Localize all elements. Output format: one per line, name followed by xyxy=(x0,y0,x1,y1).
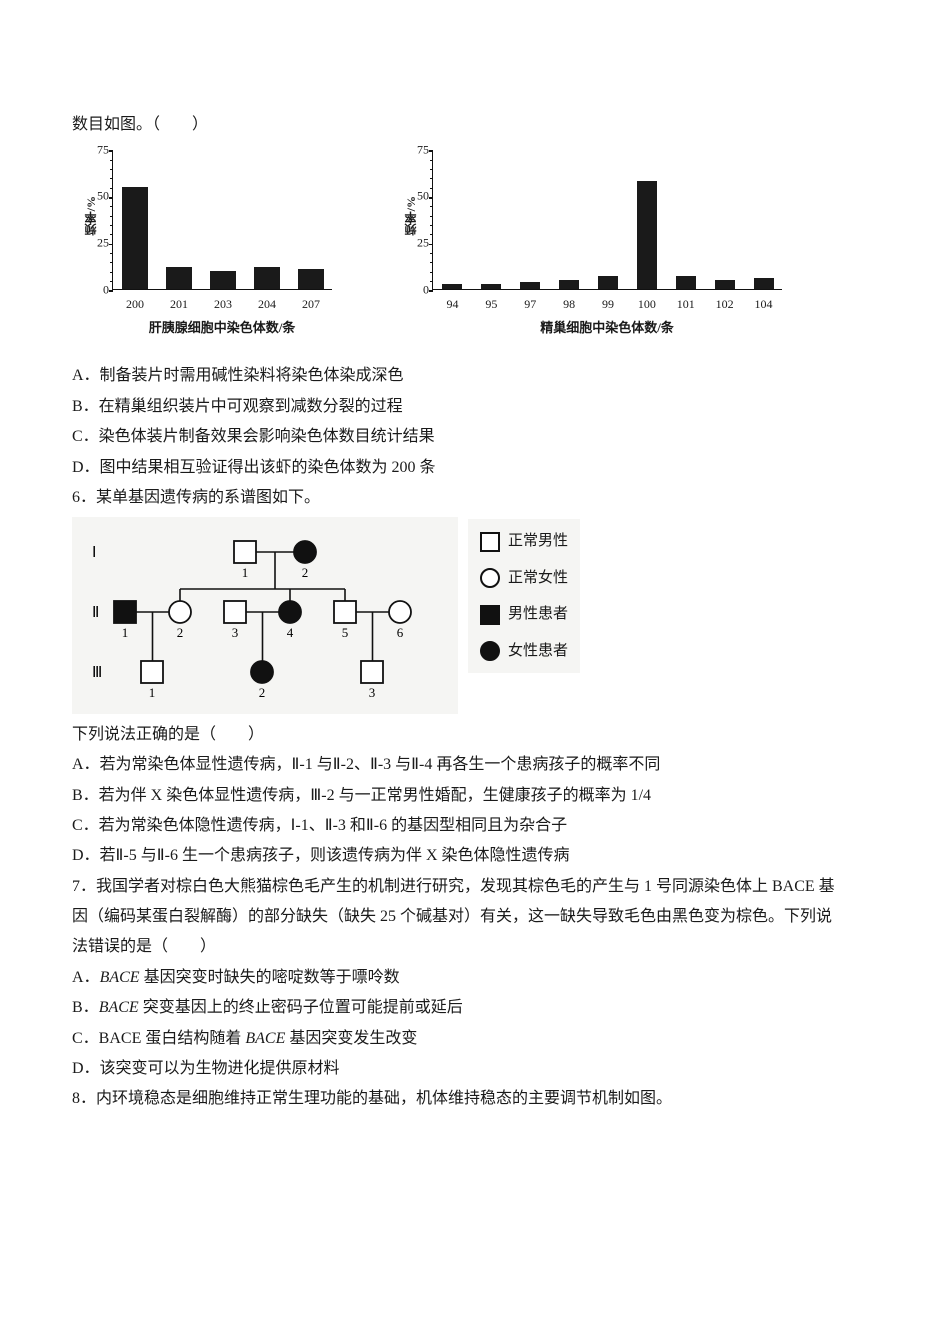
q7-option-d: D．该突变可以为生物进化提供原材料 xyxy=(72,1054,878,1084)
legend-affected-male: 男性患者 xyxy=(480,600,568,629)
svg-text:1: 1 xyxy=(149,685,156,698)
svg-text:2: 2 xyxy=(302,565,309,580)
opt-prefix: B． xyxy=(72,999,99,1016)
gene-name: BACE xyxy=(100,969,140,986)
chart-testis: 02550759495979899100101102104频率/%精巢细胞中染色… xyxy=(392,146,792,351)
q7-stem-2: 因（编码某蛋白裂解酶）的部分缺失（缺失 25 个碱基对）有关，这一缺失导致毛色由… xyxy=(72,902,878,932)
svg-text:3: 3 xyxy=(232,625,239,640)
q6-option-d: D．若Ⅱ-5 与Ⅱ-6 生一个患病孩子，则该遗传病为伴 X 染色体隐性遗传病 xyxy=(72,841,878,871)
opt-prefix: A． xyxy=(72,969,100,986)
q7-stem-1: 7．我国学者对棕白色大熊猫棕色毛产生的机制进行研究，发现其棕色毛的产生与 1 号… xyxy=(72,872,878,902)
svg-text:1: 1 xyxy=(122,625,129,640)
circle-filled-icon xyxy=(480,641,500,661)
legend-label: 正常女性 xyxy=(508,564,568,593)
legend-normal-male: 正常男性 xyxy=(480,527,568,556)
svg-text:2: 2 xyxy=(177,625,184,640)
opt-prefix: C．BACE 蛋白结构随着 xyxy=(72,1030,245,1047)
opt-suffix: 突变基因上的终止密码子位置可能提前或延后 xyxy=(139,999,463,1016)
q7-option-b: B．BACE 突变基因上的终止密码子位置可能提前或延后 xyxy=(72,993,878,1023)
pedigree-legend: 正常男性 正常女性 男性患者 女性患者 xyxy=(468,519,580,673)
svg-text:Ⅱ: Ⅱ xyxy=(92,605,99,621)
q5-option-b: B．在精巢组织装片中可观察到减数分裂的过程 xyxy=(72,392,878,422)
pedigree-wrap: Ⅰ Ⅱ Ⅲ 1 2 1 2 3 4 5 6 1 2 3 正常男性 正常女性 男性患者 女性患者 xyxy=(72,517,878,713)
svg-text:4: 4 xyxy=(287,625,294,640)
svg-text:3: 3 xyxy=(369,685,376,698)
q6-option-b: B．若为伴 X 染色体显性遗传病，Ⅲ-2 与一正常男性婚配，生健康孩子的概率为 … xyxy=(72,781,878,811)
intro-text: 数目如图。（ ） xyxy=(72,110,878,140)
q6-option-c: C．若为常染色体隐性遗传病，Ⅰ-1、Ⅱ-3 和Ⅱ-6 的基因型相同且为杂合子 xyxy=(72,811,878,841)
q5-option-a: A．制备装片时需用碱性染料将染色体染成深色 xyxy=(72,361,878,391)
opt-suffix: 基因突变发生改变 xyxy=(285,1030,417,1047)
q5-option-c: C．染色体装片制备效果会影响染色体数目统计结果 xyxy=(72,422,878,452)
svg-text:5: 5 xyxy=(342,625,349,640)
square-filled-icon xyxy=(480,605,500,625)
legend-affected-female: 女性患者 xyxy=(480,637,568,666)
legend-label: 男性患者 xyxy=(508,600,568,629)
gene-name: BACE xyxy=(99,999,139,1016)
pedigree-diagram: Ⅰ Ⅱ Ⅲ 1 2 1 2 3 4 5 6 1 2 3 xyxy=(72,517,458,713)
q5-option-d: D．图中结果相互验证得出该虾的染色体数为 200 条 xyxy=(72,453,878,483)
q8-stem: 8．内环境稳态是细胞维持正常生理功能的基础，机体维持稳态的主要调节机制如图。 xyxy=(72,1084,878,1114)
charts-row: 0255075200201203204207频率/%肝胰腺细胞中染色体数/条 0… xyxy=(72,146,878,351)
legend-normal-female: 正常女性 xyxy=(480,564,568,593)
q7-stem-3: 法错误的是（ ） xyxy=(72,932,878,962)
svg-text:2: 2 xyxy=(259,685,266,698)
svg-text:Ⅲ: Ⅲ xyxy=(92,665,102,681)
chart-liver: 0255075200201203204207频率/%肝胰腺细胞中染色体数/条 xyxy=(72,146,352,351)
square-empty-icon xyxy=(480,532,500,552)
circle-empty-icon xyxy=(480,568,500,588)
q7-option-c: C．BACE 蛋白结构随着 BACE 基因突变发生改变 xyxy=(72,1024,878,1054)
q7-option-a: A．BACE 基因突变时缺失的嘧啶数等于嘌呤数 xyxy=(72,963,878,993)
q6-stem: 6．某单基因遗传病的系谱图如下。 xyxy=(72,483,878,513)
q6-option-a: A．若为常染色体显性遗传病，Ⅱ-1 与Ⅱ-2、Ⅱ-3 与Ⅱ-4 再各生一个患病孩… xyxy=(72,750,878,780)
gene-name: BACE xyxy=(245,1030,285,1047)
q6-prompt: 下列说法正确的是（ ） xyxy=(72,720,878,750)
svg-text:1: 1 xyxy=(242,565,249,580)
legend-label: 女性患者 xyxy=(508,637,568,666)
svg-text:Ⅰ: Ⅰ xyxy=(92,545,96,561)
legend-label: 正常男性 xyxy=(508,527,568,556)
svg-text:6: 6 xyxy=(397,625,404,640)
opt-suffix: 基因突变时缺失的嘧啶数等于嘌呤数 xyxy=(140,969,400,986)
